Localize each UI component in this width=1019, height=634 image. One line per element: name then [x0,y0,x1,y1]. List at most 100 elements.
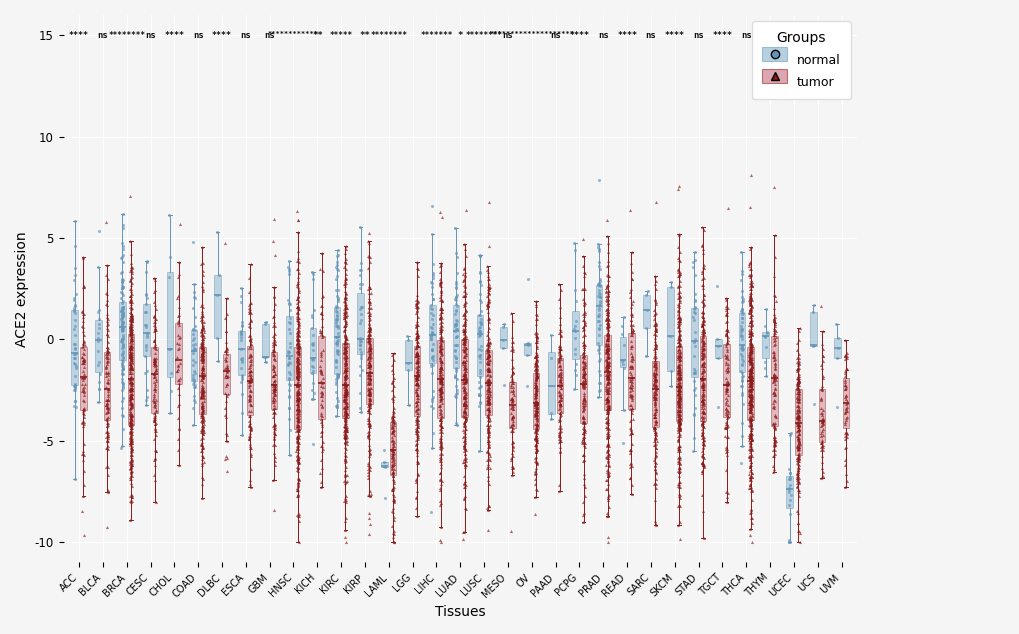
Point [289,346,306,356]
Point [289,401,306,411]
Point [337,371,354,381]
Point [121,432,138,442]
Point [289,453,306,463]
Point [337,297,354,307]
Point [409,377,425,387]
Point [289,463,306,473]
Point [527,440,543,450]
Point [742,398,758,408]
Point [576,403,592,413]
Point [122,359,139,369]
Point [733,377,749,387]
Point [431,279,447,289]
Point [527,398,543,408]
Point [146,415,162,425]
Point [289,437,306,448]
Point [338,379,355,389]
Point [288,408,305,418]
Point [289,327,306,337]
Point [98,299,114,309]
Point [600,271,616,281]
Point [148,353,164,363]
Point [693,333,709,343]
Point [598,344,614,354]
Point [480,379,496,389]
Point [686,368,702,378]
Point [361,401,377,411]
Point [672,422,688,432]
Point [336,353,353,363]
Point [599,335,615,346]
Point [457,370,473,380]
Point [304,385,320,395]
Point [362,373,378,384]
Point [336,425,353,435]
Point [481,346,497,356]
Point [765,373,782,383]
Point [742,425,758,436]
Point [433,459,449,469]
Point [313,321,329,331]
Point [385,418,401,429]
Point [210,270,226,280]
Point [432,374,448,384]
Point [123,271,140,281]
Point [764,347,781,357]
Point [743,382,759,392]
PathPatch shape [223,354,229,394]
Point [289,370,306,380]
Point [384,412,400,422]
Point [385,396,401,406]
Point [114,311,130,321]
Point [575,261,591,271]
Point [336,330,353,340]
Point [98,400,114,410]
Point [791,454,807,464]
Point [646,373,662,384]
Point [519,351,535,361]
Point [447,418,464,428]
Point [694,347,710,357]
Point [409,352,425,362]
Point [504,462,521,472]
Point [146,413,162,424]
Point [743,367,759,377]
Point [623,372,639,382]
Point [742,432,758,442]
Point [410,350,426,360]
Point [695,350,711,360]
Point [574,294,590,304]
Point [336,357,353,367]
Point [289,441,306,451]
Point [100,377,116,387]
Point [567,316,583,327]
Point [791,335,807,345]
Point [693,349,709,359]
Point [195,286,211,296]
Point [121,463,138,473]
Point [219,309,235,319]
Point [361,283,377,293]
Point [600,368,616,378]
Point [114,359,130,370]
Point [265,348,281,358]
Point [669,463,686,474]
Point [600,373,616,383]
Point [290,456,307,467]
Point [433,304,449,314]
Point [124,344,141,354]
Point [123,435,140,445]
Point [362,345,378,355]
Point [766,378,783,389]
Point [502,394,519,404]
Point [743,379,759,389]
Point [423,344,439,354]
Point [575,394,591,404]
Point [335,367,352,377]
Point [741,365,757,375]
Point [741,481,757,491]
Point [312,264,328,274]
Point [552,377,569,387]
Point [336,391,353,401]
Point [600,470,616,480]
